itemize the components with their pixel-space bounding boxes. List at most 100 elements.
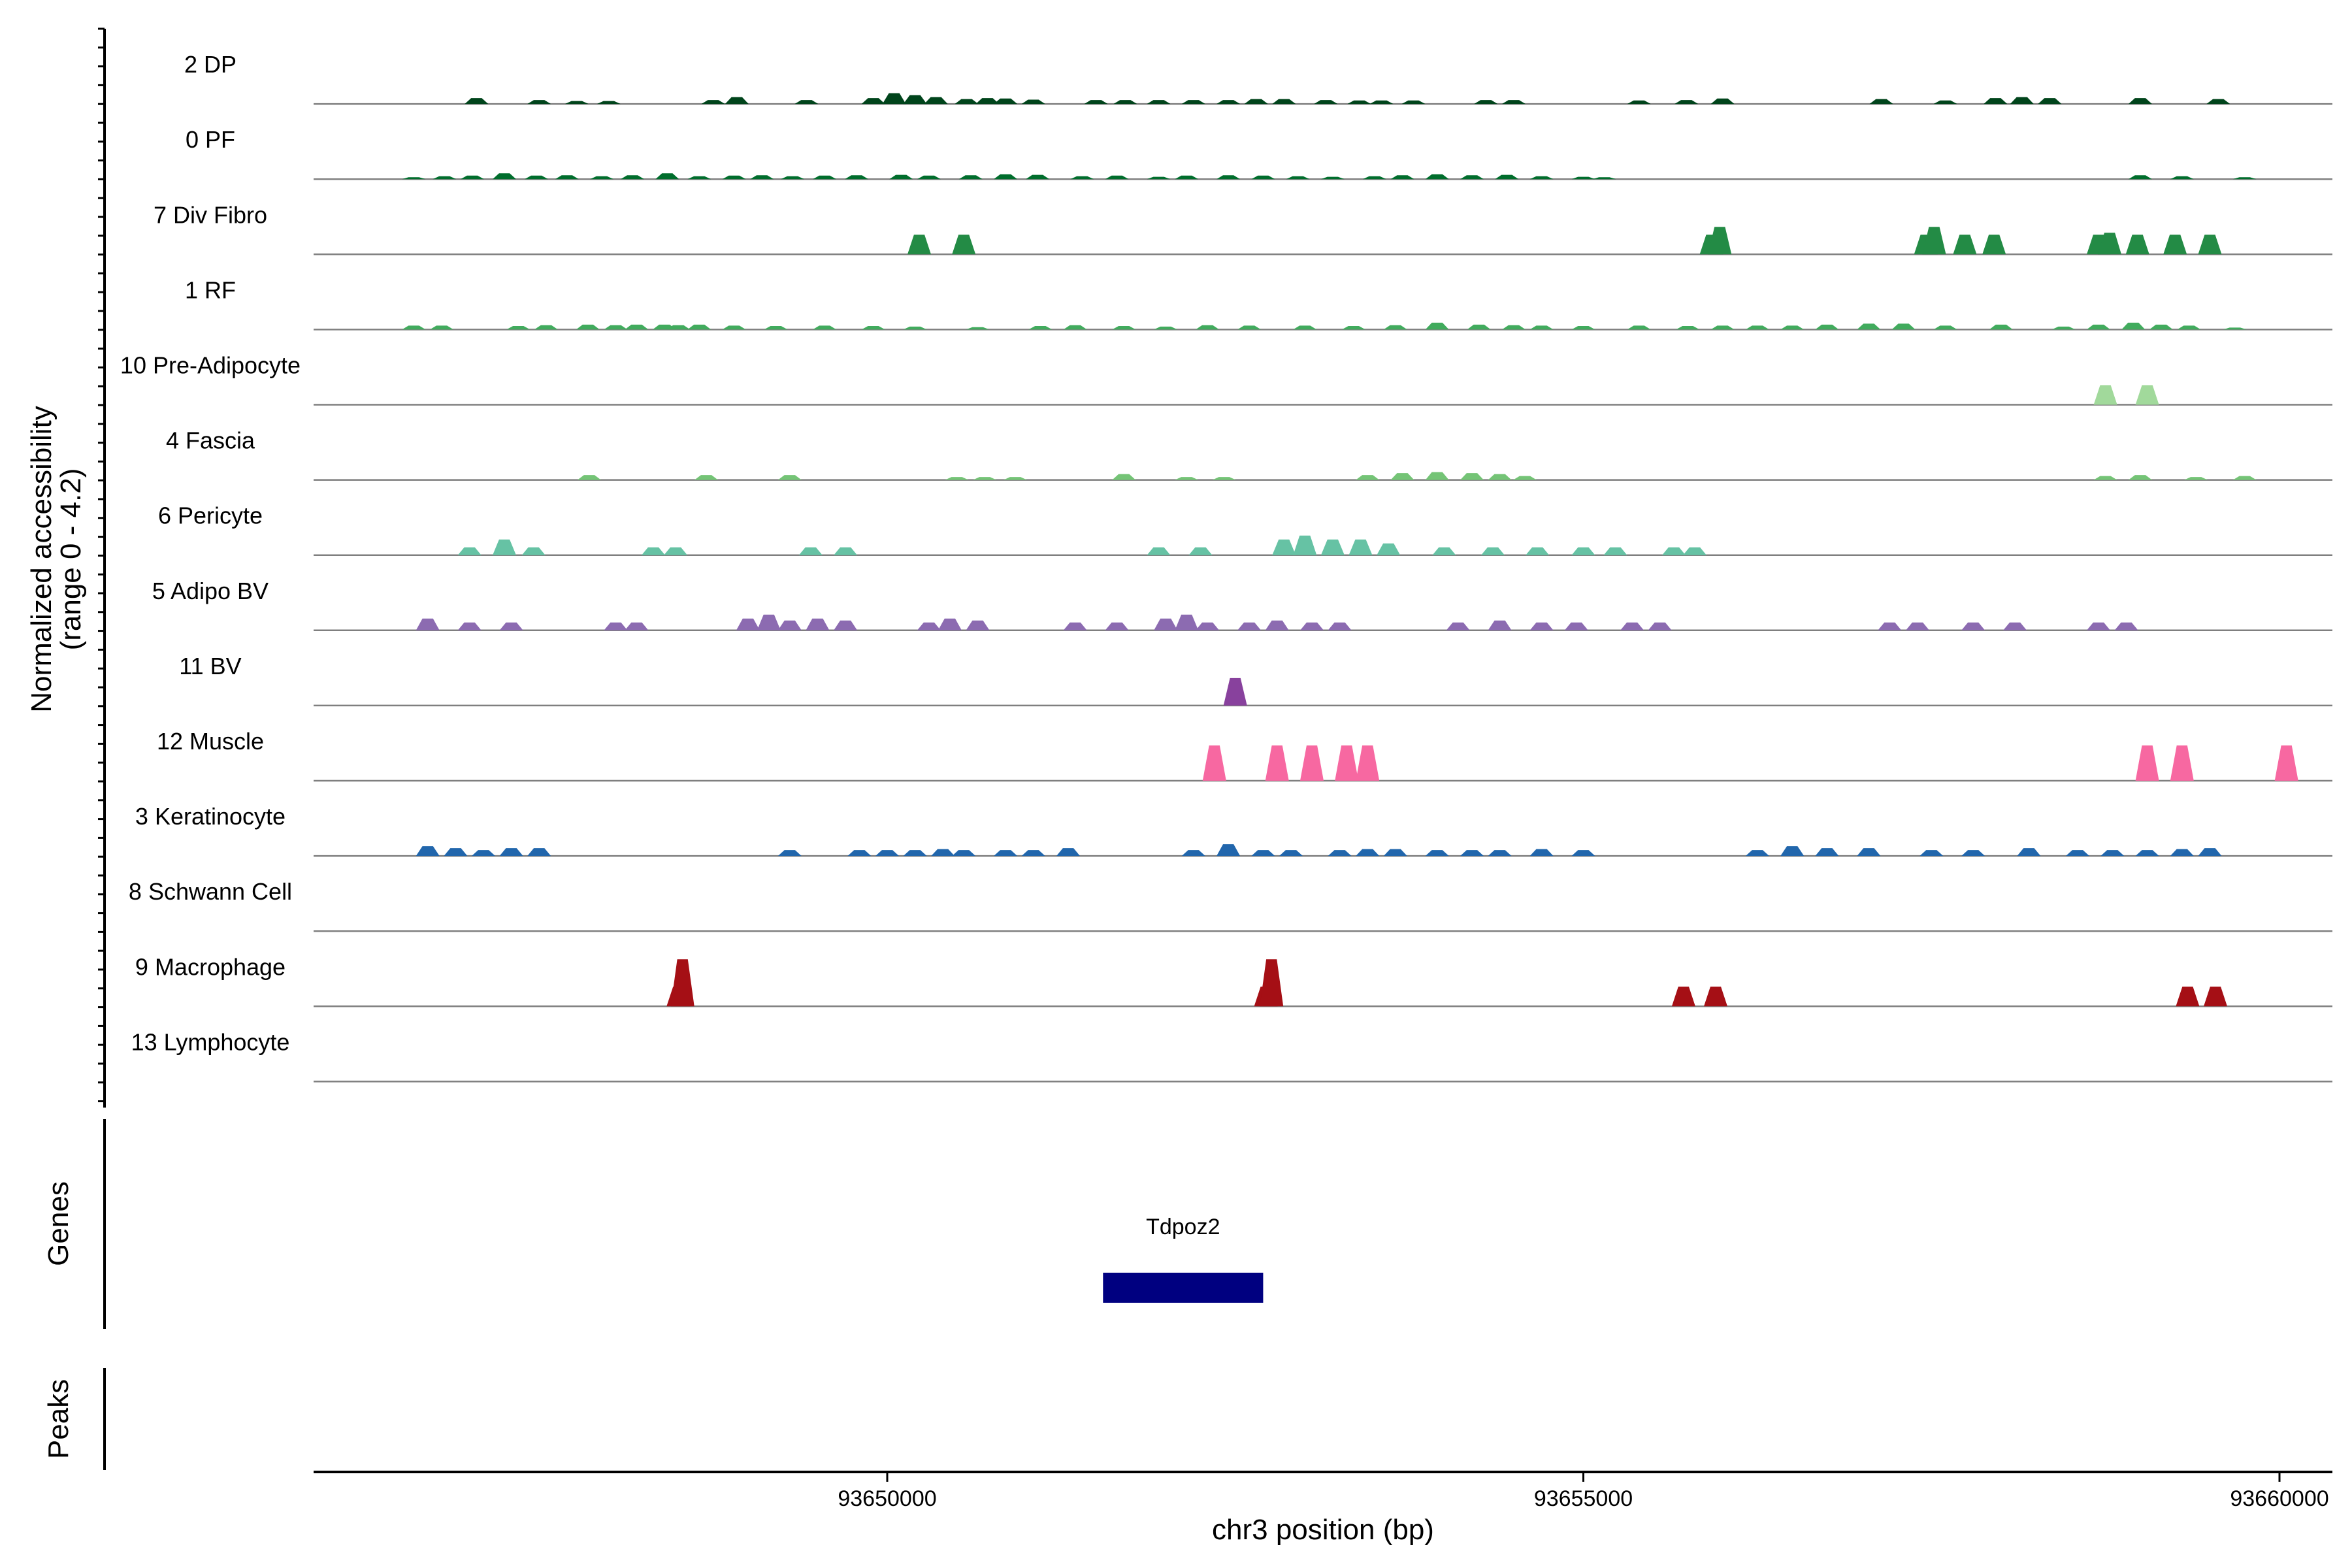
coverage-peak <box>1919 850 1944 857</box>
coverage-peak <box>1460 175 1484 180</box>
track-label: 6 Pericyte <box>158 502 263 529</box>
coverage-peak <box>777 620 802 630</box>
coverage-peak <box>1188 547 1213 555</box>
coverage-peak <box>975 98 1000 105</box>
coverage-peak <box>1513 476 1537 480</box>
coverage-peak <box>625 324 649 330</box>
coverage-peak <box>2223 327 2247 330</box>
coverage-peak <box>416 618 440 630</box>
coverage-peak <box>1745 325 1769 330</box>
coverage-peak <box>1217 100 1241 105</box>
coverage-peak <box>1272 99 1296 105</box>
genes-panel: Genes Tdpoz2 <box>42 1119 1264 1329</box>
track-label: 2 DP <box>184 51 237 78</box>
coverage-peak <box>777 850 802 857</box>
coverage-peak <box>1460 473 1484 480</box>
coverage-peak <box>1710 325 1735 330</box>
accessibility-y-axis <box>98 27 106 1108</box>
coverage-peak <box>1314 100 1338 105</box>
coverage-peak <box>1293 535 1317 555</box>
coverage-peak <box>701 100 725 105</box>
coverage-peak <box>1112 474 1136 480</box>
coverage-peak <box>1251 850 1275 857</box>
coverage-peak <box>1425 322 1449 330</box>
coverage-peak <box>402 325 426 330</box>
coverage-peak <box>1495 174 1519 180</box>
coverage-peak <box>1922 227 1946 255</box>
coverage-peak <box>1154 326 1178 330</box>
coverage-peak <box>444 848 468 857</box>
coverage-tracks: 2 DP 0 PF 7 Div Fibro 1 RF 10 Pre-Adipocyte 4… <box>120 51 2332 1083</box>
coverage-peak <box>917 622 941 630</box>
coverage-peak <box>527 848 551 857</box>
coverage-peak <box>457 547 482 555</box>
gene-label: Tdpoz2 <box>1146 1215 1220 1239</box>
coverage-peak <box>777 475 802 480</box>
coverage-peak <box>1328 622 1352 630</box>
peaks-axis-label: Peaks <box>42 1379 74 1459</box>
coverage-peak <box>534 325 558 330</box>
coverage-peak <box>1502 325 1526 330</box>
coverage-peak <box>1237 622 1262 630</box>
coverage-peak <box>1112 326 1136 330</box>
coverage-peak <box>2051 326 2076 330</box>
coverage-peak <box>1933 100 1957 105</box>
coverage-peak <box>2093 476 2117 480</box>
coverage-peak <box>1704 987 1727 1007</box>
coverage-peak <box>2098 233 2121 255</box>
coverage-peak <box>1300 622 1324 630</box>
track-label: 4 Fascia <box>166 427 255 454</box>
coverage-peak <box>1181 850 1205 857</box>
coverage-peak <box>1425 850 1449 857</box>
coverage-peak <box>1105 175 1129 180</box>
coverage-peak <box>2170 176 2194 180</box>
coverage-peak <box>882 93 906 105</box>
coverage-peak <box>834 547 858 555</box>
coverage-peak <box>1529 325 1554 330</box>
coverage-peak <box>1529 622 1554 630</box>
coverage-peak <box>472 850 495 857</box>
track: 2 DP <box>184 51 2332 105</box>
gene-body[interactable] <box>1103 1273 1264 1303</box>
coverage-peak <box>1620 622 1644 630</box>
coverage-peak <box>1320 539 1345 555</box>
coverage-peak <box>1293 325 1317 330</box>
coverage-peak <box>499 848 523 857</box>
coverage-peak <box>1857 323 1881 330</box>
coverage-peak <box>1348 539 1373 555</box>
coverage-peak <box>1891 323 1916 330</box>
coverage-peak <box>1320 176 1345 180</box>
y-axis-label: Normalized accessibility (range 0 - 4.2) <box>25 406 87 712</box>
coverage-peak <box>577 475 601 480</box>
coverage-peak <box>1460 850 1484 857</box>
y-axis-label-line1: Normalized accessibility <box>25 406 57 712</box>
coverage-peak <box>2114 622 2138 630</box>
x-tick-label: 93660000 <box>2230 1486 2328 1511</box>
coverage-peak <box>1356 745 1380 781</box>
coverage-peak <box>433 176 457 180</box>
track: 6 Pericyte <box>158 502 2332 556</box>
coverage-peak <box>2177 325 2201 330</box>
coverage-peak <box>931 849 955 857</box>
coverage-peak <box>736 618 760 630</box>
coverage-peak <box>938 618 962 630</box>
coverage-peak <box>1467 324 1491 330</box>
coverage-peak <box>1648 622 1672 630</box>
coverage-peak <box>1063 622 1087 630</box>
x-axis: chr3 position (bp) 93650000 93655000 93660… <box>314 1471 2332 1546</box>
coverage-peak <box>722 325 746 330</box>
y-axis-label-line2: (range 0 - 4.2) <box>55 468 87 651</box>
coverage-peak <box>2232 476 2257 480</box>
coverage-peak <box>952 235 976 255</box>
coverage-peak <box>1878 622 1902 630</box>
coverage-peak <box>2206 99 2230 105</box>
coverage-peak <box>2274 745 2298 781</box>
coverage-peak <box>2128 475 2152 480</box>
coverage-peak <box>1260 959 1284 1007</box>
coverage-peak <box>903 95 927 105</box>
coverage-peak <box>1603 547 1627 555</box>
coverage-peak <box>1223 678 1247 706</box>
coverage-peak <box>1335 745 1359 781</box>
coverage-peak <box>1627 325 1651 330</box>
coverage-peak <box>966 327 990 330</box>
